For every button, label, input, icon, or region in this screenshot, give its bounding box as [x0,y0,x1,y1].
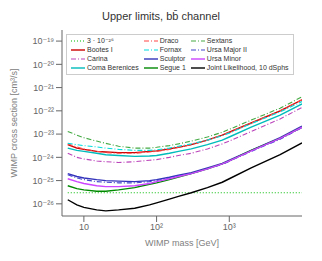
html-text:Coma Berenices: Coma Berenices [87,64,139,71]
html-text:Joint Likelihood, 10 dSphs: Joint Likelihood, 10 dSphs [206,64,289,71]
svg-text:10⁻²³: 10⁻²³ [33,129,54,139]
svg-text:10⁻²¹: 10⁻²¹ [33,83,54,93]
svg-text:10³: 10³ [223,222,236,232]
svg-text:10⁻²⁰: 10⁻²⁰ [33,60,55,70]
svg-text:10⁻²⁶: 10⁻²⁶ [33,199,55,209]
html-text:Ursa Major II: Ursa Major II [206,46,247,53]
svg-text:10⁻²⁵: 10⁻²⁵ [33,176,55,186]
svg-text:WIMP cross section [cm³/s]: WIMP cross section [cm³/s] [9,69,19,178]
svg-text:10⁻²⁴: 10⁻²⁴ [32,153,54,163]
html-text:Draco: Draco [159,37,179,44]
html-text:Sculptor: Sculptor [159,55,186,62]
html-text:Upper limits, bb̄ channel: Upper limits, bb̄ channel [102,10,220,22]
html-text:3 · 10⁻²⁶: 3 · 10⁻²⁶ [87,37,114,44]
svg-text:10²: 10² [150,222,163,232]
html-text:Ursa Minor: Ursa Minor [206,55,242,62]
html-text:Carina: Carina [87,55,108,62]
svg-text:10: 10 [79,222,89,232]
html-text:Sextans: Sextans [206,37,233,44]
html-text:Bootes I: Bootes I [87,46,113,53]
html-text:Segue 1: Segue 1 [159,64,186,71]
svg-text:WIMP mass [GeV]: WIMP mass [GeV] [145,238,219,248]
svg-text:10⁻¹⁹: 10⁻¹⁹ [32,36,54,46]
svg-text:10⁻²²: 10⁻²² [33,106,54,116]
html-text:Fornax: Fornax [159,46,182,53]
